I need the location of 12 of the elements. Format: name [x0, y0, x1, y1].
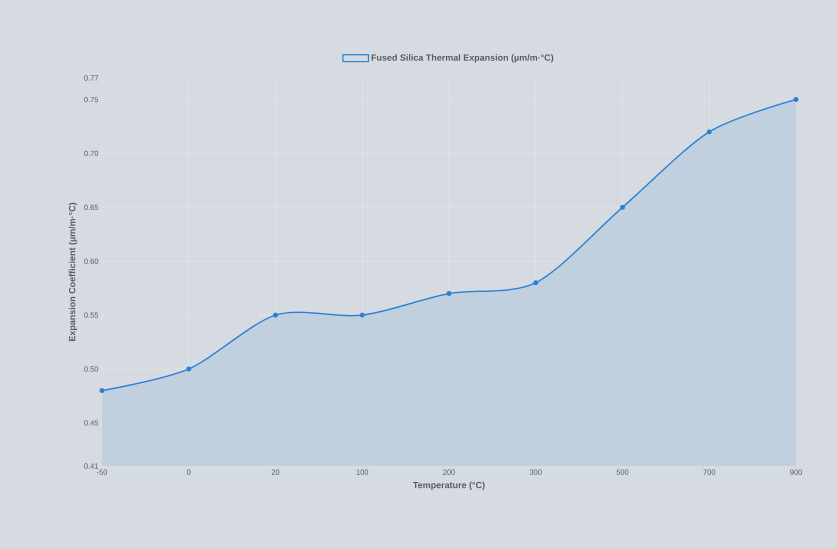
point [186, 366, 192, 372]
y-axis-title: Expansion Coefficient (µm/m·°C) [68, 202, 78, 342]
point [533, 280, 538, 286]
point [273, 312, 278, 318]
point [706, 129, 712, 134]
point [100, 388, 104, 394]
legend-label: Fused Silica Thermal Expansion (µm/m·°C) [372, 54, 554, 63]
point [794, 97, 798, 102]
point [360, 312, 365, 318]
point [446, 291, 452, 296]
x-axis-title: Temperature (°C) [413, 482, 485, 490]
point [620, 204, 625, 210]
